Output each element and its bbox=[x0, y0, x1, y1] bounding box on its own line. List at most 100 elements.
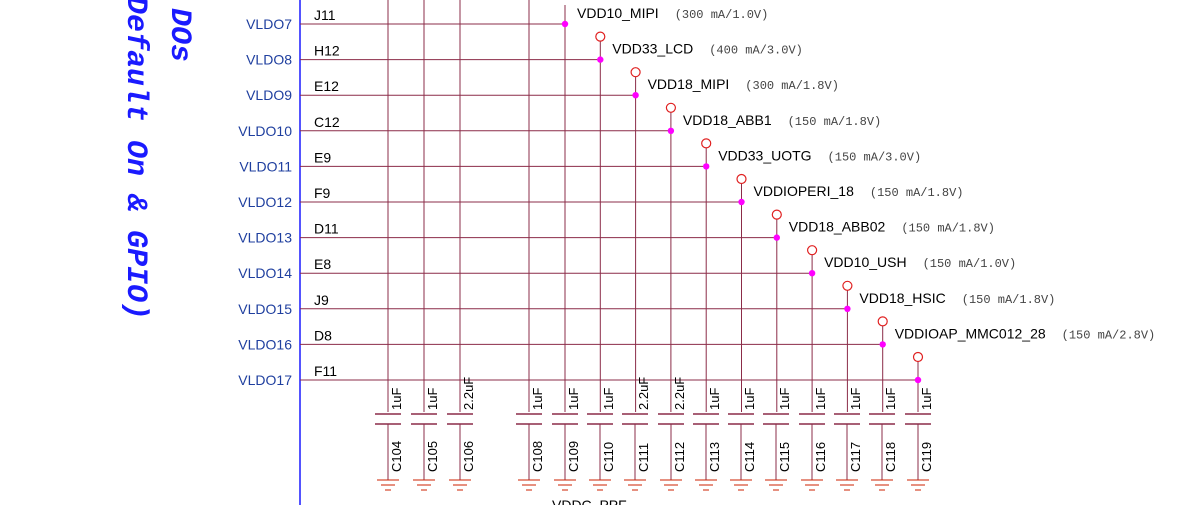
net-terminal-icon bbox=[595, 31, 606, 42]
net-name-label: VDD18_HSIC bbox=[859, 290, 945, 306]
capacitor-value-label: 2.2uF bbox=[636, 377, 651, 410]
rating-label: (400 mA/3.0V) bbox=[709, 44, 803, 58]
rating-label: (150 mA/3.0V) bbox=[828, 150, 922, 164]
side-title-line1: DOs bbox=[162, 8, 196, 62]
ldo-row: VLDO9 E12 VDD18_MIPI (300 mA/1.8V) bbox=[246, 67, 839, 103]
capacitor-value-label: 1uF bbox=[813, 388, 828, 410]
pin-label: C12 bbox=[314, 114, 340, 130]
net-name-label: VDD10_USH bbox=[824, 254, 906, 270]
rating-label: (300 mA/1.0V) bbox=[675, 8, 769, 22]
net-terminal-icon bbox=[806, 245, 818, 256]
capacitor: 1uF C114 bbox=[728, 388, 757, 491]
ldo-name-label: VLDO7 bbox=[246, 16, 292, 32]
capacitor-ref-label: C114 bbox=[742, 442, 757, 472]
capacitor: 1uF C119 bbox=[905, 388, 934, 491]
rating-label: (150 mA/1.8V) bbox=[870, 186, 964, 200]
capacitor: 2.2uF C112 bbox=[658, 377, 687, 491]
ldo-row: VLDO8 H12 VDD33_LCD (400 mA/3.0V) bbox=[246, 31, 803, 68]
pin-label: D8 bbox=[314, 327, 332, 343]
capacitor-value-label: 2.2uF bbox=[672, 377, 687, 410]
capacitor: 1uF C116 bbox=[799, 388, 828, 491]
ldo-name-label: VLDO13 bbox=[238, 230, 292, 246]
capacitor: 1uF C117 bbox=[834, 388, 863, 491]
capacitor: 1uF C109 bbox=[552, 388, 581, 491]
junction-dot bbox=[844, 305, 851, 312]
junction-dot bbox=[808, 270, 816, 277]
side-title-line2: Default On & GPIO) bbox=[118, 0, 152, 320]
rating-label: (150 mA/1.8V) bbox=[962, 293, 1056, 307]
capacitor-value-label: 1uF bbox=[742, 388, 757, 410]
capacitor-value-label: 1uF bbox=[848, 388, 863, 410]
capacitor-ref-label: C117 bbox=[848, 442, 863, 472]
capacitor: 2.2uF C111 bbox=[622, 377, 651, 491]
rating-label: (150 mA/1.0V) bbox=[923, 257, 1017, 271]
rating-label: (300 mA/1.8V) bbox=[745, 79, 839, 93]
capacitor-value-label: 1uF bbox=[530, 388, 545, 410]
junction-dot bbox=[561, 20, 569, 28]
net-terminal-icon bbox=[736, 173, 747, 185]
pin-label: J11 bbox=[314, 7, 336, 23]
pin-label: F9 bbox=[314, 185, 331, 201]
capacitor-layer: 1uFC1041uFC1052.2uFC1061uFC1081uFC1091uF… bbox=[375, 377, 934, 491]
capacitor-ref-label: C109 bbox=[566, 441, 581, 472]
capacitor-ref-label: C112 bbox=[672, 442, 687, 472]
capacitor: 1uF C104 bbox=[375, 388, 404, 491]
capacitor: 1uF C110 bbox=[587, 388, 616, 491]
capacitor-value-label: 1uF bbox=[919, 388, 934, 410]
net-terminal-icon bbox=[701, 138, 712, 149]
capacitor-ref-label: C106 bbox=[461, 441, 476, 472]
junction-dot bbox=[738, 198, 745, 206]
net-name-label: VDD18_ABB02 bbox=[789, 219, 886, 235]
net-name-label: VDDIOAP_MMC012_28 bbox=[895, 325, 1046, 341]
net-name-label: VDD18_MIPI bbox=[648, 76, 730, 92]
ldo-row: VLDO7 J11 VDD10_MIPI (300 mA/1.0V) bbox=[246, 5, 768, 32]
capacitor-ref-label: C108 bbox=[530, 441, 545, 472]
capacitor-ref-label: C111 bbox=[636, 443, 651, 472]
capacitor: 1uF C105 bbox=[411, 388, 440, 491]
capacitor-value-label: 1uF bbox=[425, 388, 440, 410]
ldo-name-label: VLDO17 bbox=[238, 372, 292, 388]
net-name-label: VDDIOPERI_18 bbox=[754, 183, 855, 199]
capacitor: 1uF C108 bbox=[516, 388, 545, 491]
capacitor-value-label: 1uF bbox=[389, 388, 404, 410]
net-name-label: VDD10_MIPI bbox=[577, 5, 659, 21]
capacitor-ref-label: C104 bbox=[389, 441, 404, 472]
rating-label: (150 mA/2.8V) bbox=[1062, 328, 1156, 342]
net-terminal-icon bbox=[665, 102, 677, 113]
junction-dot bbox=[773, 234, 780, 241]
net-terminal-icon bbox=[842, 280, 853, 291]
bottom-net-fragment: VDDC_PPF bbox=[552, 497, 627, 505]
ldo-row: VLDO13 D11 VDD18_ABB02 (150 mA/1.8V) bbox=[238, 209, 995, 246]
net-terminal-icon bbox=[877, 316, 888, 327]
ldo-row: VLDO12 F9 VDDIOPERI_18 (150 mA/1.8V) bbox=[238, 173, 964, 210]
side-title: DOs Default On & GPIO) bbox=[118, 0, 196, 320]
ldo-name-label: VLDO9 bbox=[246, 87, 292, 103]
ldo-name-label: VLDO11 bbox=[239, 158, 292, 174]
net-terminal-icon bbox=[630, 67, 641, 78]
capacitor: 2.2uF C106 bbox=[447, 377, 476, 491]
ldo-name-label: VLDO12 bbox=[238, 194, 292, 210]
pin-label: F11 bbox=[314, 363, 337, 379]
ldo-name-label: VLDO10 bbox=[238, 123, 292, 139]
net-terminal-icon bbox=[771, 209, 782, 220]
net-name-label: VDD18_ABB1 bbox=[683, 112, 772, 128]
pin-label: H12 bbox=[314, 43, 340, 59]
ldo-row: VLDO16 D8 VDDIOAP_MMC012_28 (150 mA/2.8V) bbox=[238, 316, 1156, 352]
capacitor: 1uF C113 bbox=[693, 388, 722, 491]
capacitor-ref-label: C105 bbox=[425, 441, 440, 472]
net-terminal-icon bbox=[912, 351, 924, 363]
capacitor-ref-label: C110 bbox=[601, 442, 616, 472]
ldo-row: VLDO14 E8 VDD10_USH (150 mA/1.0V) bbox=[238, 245, 1017, 281]
pin-label: E9 bbox=[314, 149, 331, 165]
capacitor-value-label: 1uF bbox=[883, 388, 898, 410]
ldo-row: VLDO15 J9 VDD18_HSIC (150 mA/1.8V) bbox=[238, 280, 1056, 317]
capacitor-value-label: 2.2uF bbox=[461, 377, 476, 410]
junction-dot bbox=[879, 341, 886, 348]
pin-label: E12 bbox=[314, 78, 339, 94]
pin-label: D11 bbox=[314, 221, 339, 237]
rating-label: (150 mA/1.8V) bbox=[901, 222, 995, 236]
capacitor-value-label: 1uF bbox=[601, 388, 616, 410]
capacitor-ref-label: C118 bbox=[883, 442, 898, 472]
junction-dot bbox=[632, 92, 639, 99]
